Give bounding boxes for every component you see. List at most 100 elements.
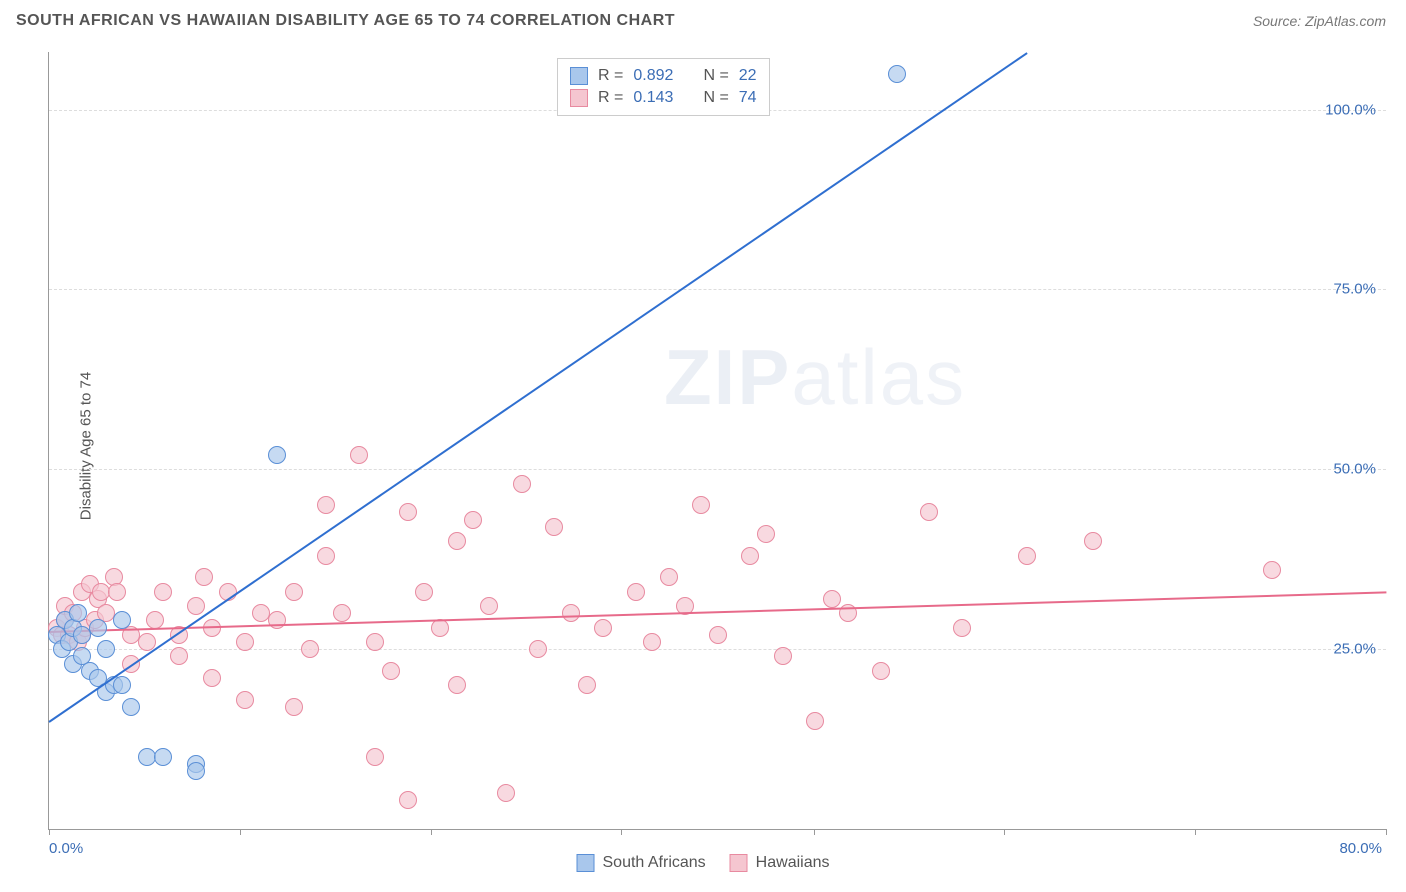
scatter-point-hawaiians [448, 532, 466, 550]
chart-title: SOUTH AFRICAN VS HAWAIIAN DISABILITY AGE… [16, 12, 675, 30]
stats-legend: R = 0.892 N = 22R = 0.143 N = 74 [557, 58, 770, 116]
stats-row-south_africans: R = 0.892 N = 22 [570, 65, 757, 87]
scatter-point-hawaiians [285, 698, 303, 716]
scatter-point-south_africans [89, 619, 107, 637]
scatter-point-hawaiians [643, 633, 661, 651]
scatter-point-hawaiians [806, 712, 824, 730]
scatter-point-south_africans [113, 676, 131, 694]
scatter-point-hawaiians [382, 662, 400, 680]
scatter-point-south_africans [122, 698, 140, 716]
scatter-point-hawaiians [741, 547, 759, 565]
scatter-point-hawaiians [108, 583, 126, 601]
scatter-point-south_africans [113, 611, 131, 629]
scatter-point-south_africans [154, 748, 172, 766]
scatter-point-hawaiians [268, 611, 286, 629]
r-value: 0.892 [633, 67, 673, 85]
gridline [49, 289, 1386, 290]
x-tick-label: 0.0% [49, 840, 83, 857]
scatter-point-hawaiians [195, 568, 213, 586]
scatter-point-hawaiians [920, 503, 938, 521]
swatch-icon [570, 67, 588, 85]
gridline [49, 469, 1386, 470]
n-value: 74 [739, 89, 757, 107]
r-label: R = [598, 67, 623, 85]
scatter-point-hawaiians [154, 583, 172, 601]
scatter-point-hawaiians [513, 475, 531, 493]
source-link[interactable]: ZipAtlas.com [1305, 13, 1386, 29]
scatter-point-south_africans [138, 748, 156, 766]
chart-header: SOUTH AFRICAN VS HAWAIIAN DISABILITY AGE… [0, 0, 1406, 38]
scatter-point-hawaiians [236, 691, 254, 709]
n-label: N = [703, 89, 728, 107]
scatter-point-hawaiians [464, 511, 482, 529]
scatter-point-hawaiians [529, 640, 547, 658]
x-tick [240, 829, 241, 835]
scatter-point-south_africans [888, 65, 906, 83]
stats-row-hawaiians: R =0.143N =74 [570, 87, 757, 109]
x-tick [814, 829, 815, 835]
scatter-point-hawaiians [1263, 561, 1281, 579]
x-tick [621, 829, 622, 835]
r-value: 0.143 [633, 89, 673, 107]
y-tick-label: 75.0% [1333, 281, 1376, 298]
x-tick [49, 829, 50, 835]
scatter-point-hawaiians [872, 662, 890, 680]
scatter-point-hawaiians [627, 583, 645, 601]
scatter-point-hawaiians [187, 597, 205, 615]
scatter-point-south_africans [97, 640, 115, 658]
x-tick [1386, 829, 1387, 835]
x-tick [1004, 829, 1005, 835]
scatter-point-hawaiians [170, 647, 188, 665]
n-label: N = [703, 67, 728, 85]
scatter-point-hawaiians [285, 583, 303, 601]
legend-label: Hawaiians [756, 854, 830, 872]
scatter-point-hawaiians [366, 633, 384, 651]
legend-label: South Africans [603, 854, 706, 872]
x-tick-label: 80.0% [1339, 840, 1382, 857]
legend-item-south-africans[interactable]: South Africans [577, 854, 706, 872]
scatter-point-hawaiians [1018, 547, 1036, 565]
scatter-point-hawaiians [1084, 532, 1102, 550]
scatter-point-hawaiians [301, 640, 319, 658]
n-value: 22 [739, 67, 757, 85]
scatter-point-hawaiians [709, 626, 727, 644]
scatter-point-hawaiians [692, 496, 710, 514]
scatter-point-hawaiians [448, 676, 466, 694]
scatter-point-hawaiians [562, 604, 580, 622]
y-tick-label: 100.0% [1325, 101, 1376, 118]
watermark-part1: ZIP [664, 333, 791, 421]
scatter-point-hawaiians [252, 604, 270, 622]
scatter-point-hawaiians [415, 583, 433, 601]
scatter-point-hawaiians [92, 583, 110, 601]
watermark-part2: atlas [791, 333, 966, 421]
swatch-icon [577, 854, 595, 872]
scatter-point-hawaiians [366, 748, 384, 766]
x-tick [431, 829, 432, 835]
scatter-point-hawaiians [399, 791, 417, 809]
scatter-point-south_africans [73, 626, 91, 644]
source-attribution: Source: ZipAtlas.com [1253, 13, 1386, 29]
scatter-point-hawaiians [203, 669, 221, 687]
scatter-point-hawaiians [333, 604, 351, 622]
scatter-point-hawaiians [350, 446, 368, 464]
watermark: ZIPatlas [664, 332, 966, 423]
x-tick [1195, 829, 1196, 835]
scatter-point-hawaiians [497, 784, 515, 802]
scatter-point-south_africans [187, 762, 205, 780]
scatter-point-hawaiians [823, 590, 841, 608]
swatch-icon [730, 854, 748, 872]
scatter-point-hawaiians [480, 597, 498, 615]
swatch-icon [570, 89, 588, 107]
scatter-point-hawaiians [757, 525, 775, 543]
scatter-point-hawaiians [317, 547, 335, 565]
legend-item-hawaiians[interactable]: Hawaiians [730, 854, 830, 872]
scatter-point-hawaiians [236, 633, 254, 651]
scatter-point-south_africans [69, 604, 87, 622]
trend-line-south_africans [48, 52, 1027, 723]
scatter-point-hawaiians [545, 518, 563, 536]
scatter-point-hawaiians [774, 647, 792, 665]
scatter-point-hawaiians [399, 503, 417, 521]
source-prefix: Source: [1253, 13, 1305, 29]
scatter-point-hawaiians [317, 496, 335, 514]
y-tick-label: 25.0% [1333, 641, 1376, 658]
